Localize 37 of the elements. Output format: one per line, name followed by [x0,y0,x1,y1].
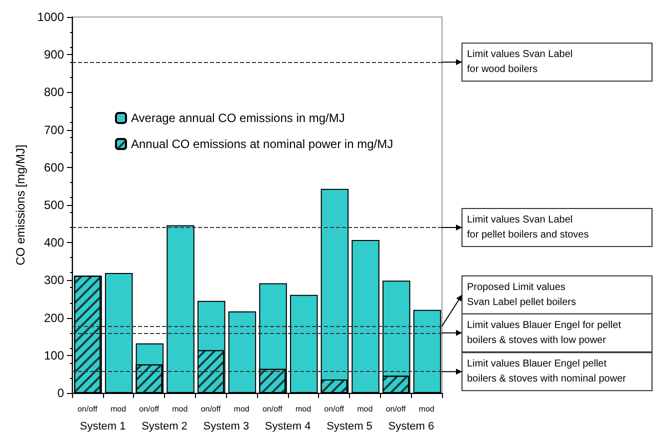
x-tick-label: mod [234,404,250,414]
y-tick-label: 1000 [37,10,64,24]
ref-line-label: Limit values Svan Label for wood boilers [467,49,573,76]
x-tick-label: on/off [262,404,284,414]
text: System 3 [203,420,250,432]
legend-label: Average annual CO emissions in mg/MJ [131,111,345,125]
x-tick-label: on/off [200,404,222,414]
x-tick-label: mod [357,404,373,414]
x-tick-label: mod [110,404,126,414]
legend-label: Annual CO emissions at nominal power in mg/MJ [131,137,394,151]
x-tick-label: on/off [324,404,345,414]
text: System 1 [80,420,126,432]
x-tick-label: on/off [77,404,98,414]
x-tick-label: on/off [386,404,406,414]
y-tick-label: 700 [44,122,64,137]
ref-line-label: Proposed Limit values Svan Label pellet boilers [467,282,576,308]
text: System 4 [264,420,311,432]
y-tick-label: 0 [57,386,64,400]
text: System 5 [326,420,372,432]
x-tick-label: mod [172,404,188,414]
y-tick-label: 100 [44,348,64,362]
ref-line-label: Limit values Blauer Engel pellet boilers & stoves with nominal power [467,358,627,385]
y-axis-title: CO emissions [mg/MJ] [13,144,28,266]
y-tick-label: 400 [44,236,64,250]
y-tick-label: 900 [44,48,64,62]
text: System 6 [388,420,434,432]
text: System 2 [142,420,188,432]
ref-line-label: Limit values Blauer Engel for pellet boilers & stoves with low power [467,320,622,346]
y-tick-label: 600 [44,160,64,174]
y-tick-label: 500 [44,198,64,212]
y-tick-label: 200 [44,310,64,325]
x-tick-label: mod [295,404,312,414]
ref-line-label: Limit values Svan Label for pellet boilers and stoves [467,214,589,241]
y-tick-label: 300 [44,273,64,288]
x-tick-label: on/off [139,404,160,414]
x-tick-label: mod [418,404,434,414]
y-tick-label: 800 [44,85,64,100]
